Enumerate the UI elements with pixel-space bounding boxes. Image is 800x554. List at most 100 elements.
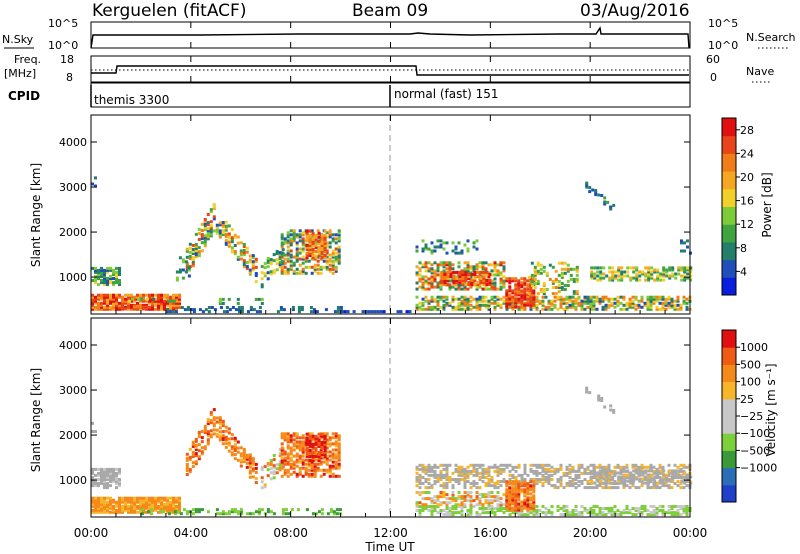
scatter-cell [181,260,185,264]
scatter-cell [535,509,539,512]
scatter-cell [163,496,166,500]
scatter-cell [475,471,479,475]
scatter-cell [448,283,452,287]
scatter-cell [641,481,645,485]
scatter-cell [421,263,425,267]
scatter-cell [499,509,503,512]
scatter-cell [298,440,302,444]
scatter-cell [463,473,467,477]
colorbar-swatch [722,153,736,172]
scatter-cell [541,295,545,299]
scatter-cell [148,299,151,303]
nsearch-label: N.Search [746,31,796,44]
scatter-cell [541,467,545,471]
scatter-cell [547,305,551,309]
scatter-cell [577,465,581,469]
scatter-cell [337,456,341,460]
scatter-cell [94,301,97,305]
scatter-cell [448,263,452,267]
scatter-cell [203,445,207,449]
scatter-cell [586,297,590,301]
scatter-cell [194,243,198,246]
scatter-cell [445,301,449,305]
scatter-cell [308,241,312,245]
scatter-cell [322,432,326,436]
scatter-cell [433,279,437,283]
scatter-cell [103,506,106,510]
scatter-cell [298,470,302,474]
scatter-cell [230,445,234,449]
scatter-cell [109,473,112,477]
scatter-cell [163,305,166,309]
scatter-cell [115,502,118,506]
scatter-cell [517,279,521,283]
scatter-cell [317,451,321,454]
scatter-cell [592,505,596,508]
scatter-cell [616,513,620,517]
scatter-cell [314,235,318,239]
scatter-cell [484,484,488,488]
scatter-cell [331,432,335,436]
scatter-cell [562,486,566,490]
scatter-cell [305,243,309,247]
scatter-cell [457,503,461,507]
scatter-cell [157,506,160,510]
scatter-cell [616,509,620,512]
scatter-cell [679,305,683,309]
scatter-cell [620,479,624,483]
scatter-cell [505,303,509,307]
scatter-cell [640,467,644,471]
scatter-cell [689,274,693,278]
scatter-cell [478,471,482,475]
scatter-cell [91,484,94,488]
scatter-cell [442,513,446,517]
scatter-cell [511,467,515,471]
scatter-cell [278,257,282,261]
scatter-cell [655,509,659,512]
scatter-cell [523,291,527,295]
scatter-cell [197,227,201,231]
scatter-cell [646,299,650,303]
scatter-cell [424,243,428,247]
scatter-cell [209,232,213,236]
scatter-cell [481,509,485,512]
scatter-cell [317,241,321,245]
scatter-cell [511,511,515,515]
scatter-cell [589,297,593,301]
scatter-cell [160,293,163,297]
scatter-cell [508,303,512,307]
scatter-cell [482,281,486,285]
scatter-cell [206,227,210,231]
scatter-cell [590,475,594,479]
scatter-cell [280,432,284,436]
scatter-cell [463,285,467,289]
scatter-cell [586,471,590,475]
scatter-cell [230,453,234,457]
scatter-cell [451,486,455,490]
scatter-cell [94,482,97,485]
scatter-cell [313,458,317,462]
scatter-cell [625,301,629,305]
scatter-cell [286,233,290,237]
scatter-cell [433,297,437,301]
scatter-cell [254,257,258,261]
scatter-cell [331,448,335,452]
scatter-cell [508,473,512,477]
cpid-panel: CPID themis 3300 normal (fast) 151 [8,82,691,108]
scatter-cell [280,448,284,452]
scatter-cell [283,239,287,243]
scatter-cell [452,279,456,282]
scatter-cell [440,283,444,287]
scatter-cell [607,465,611,469]
scatter-cell [311,248,315,251]
scatter-cell [652,505,656,508]
scatter-cell [520,490,524,494]
scatter-cell [206,438,210,442]
scatter-cell [667,297,671,301]
scatter-cell [597,394,601,398]
scatter-cell [311,231,315,235]
scatter-cell [296,508,300,512]
scatter-cell [670,513,674,517]
scatter-cell [197,508,201,512]
scatter-cell [682,507,686,510]
